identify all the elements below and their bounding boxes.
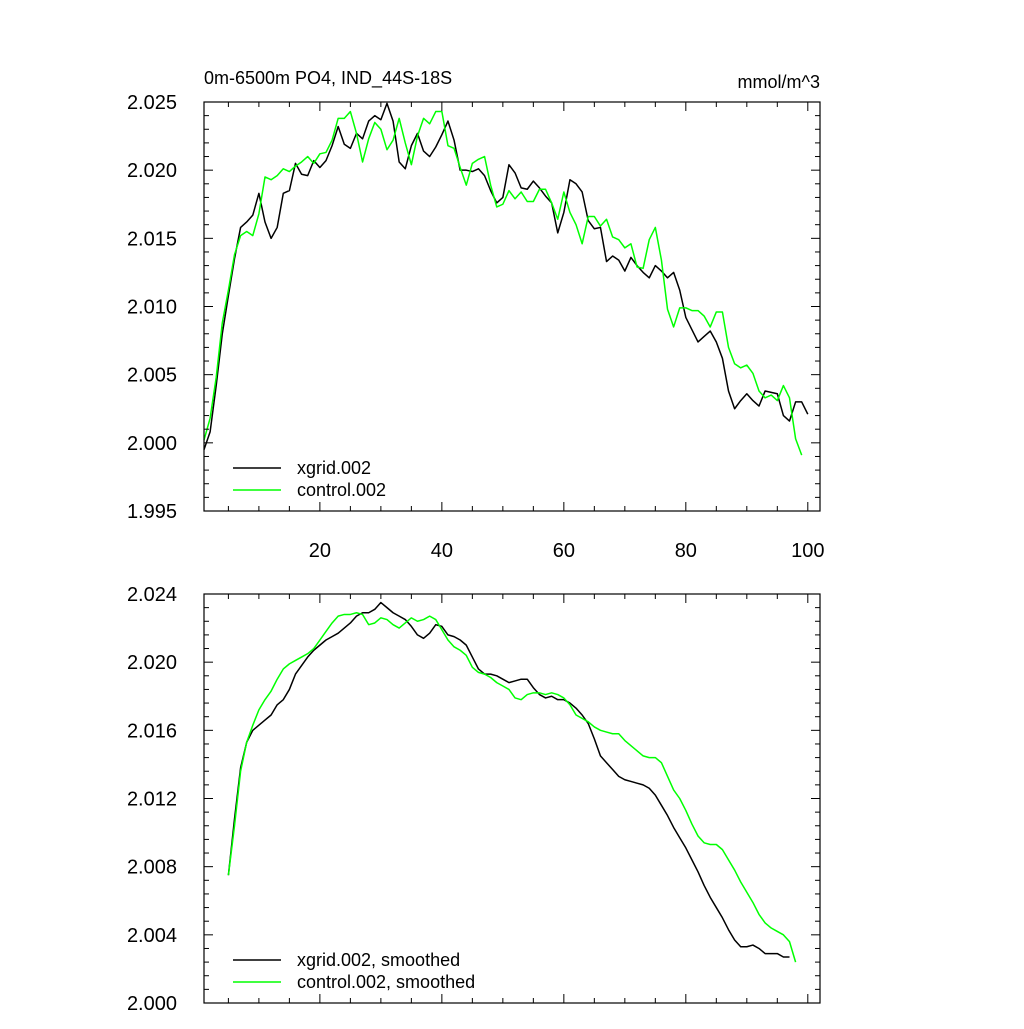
legend-label-control: control.002 (297, 480, 386, 500)
top-panel-legend: xgrid.002 control.002 (233, 458, 386, 500)
top-y-tick-label: 2.025 (127, 92, 177, 114)
bottom-y-tick-label: 2.008 (127, 857, 177, 879)
bottom-series-line-xgrid (227, 601, 790, 958)
bottom-y-tick-label: 2.024 (127, 584, 177, 606)
top-y-tick-label: 2.015 (127, 228, 177, 250)
top-series-line-xgrid (203, 102, 809, 450)
legend-label-xgrid: xgrid.002 (297, 458, 371, 478)
top-panel-x-tick-labels: 20 40 60 80 100 (309, 540, 825, 562)
top-panel-frame (203, 101, 821, 512)
bottom-panel-y-tick-labels: 2.000 2.004 2.008 2.012 2.016 2.020 2.024 (127, 584, 177, 1015)
top-series-line-control (203, 110, 803, 456)
top-panel-series (203, 102, 809, 456)
top-panel-ticks (204, 101, 820, 512)
bottom-series-line-control (227, 612, 797, 963)
bottom-panel-frame (203, 593, 821, 1004)
top-x-tick-label: 60 (553, 540, 575, 562)
legend-label-xgrid-smoothed: xgrid.002, smoothed (297, 950, 460, 970)
top-y-tick-label: 1.995 (127, 501, 177, 523)
top-panel: 1.995 2.000 2.005 2.010 2.015 2.020 2.025 20 40… (127, 68, 825, 562)
bottom-y-tick-label: 2.000 (127, 993, 177, 1015)
legend-label-control-smoothed: control.002, smoothed (297, 972, 475, 992)
bottom-panel-ticks (204, 593, 820, 1004)
top-y-tick-label: 2.010 (127, 297, 177, 319)
bottom-panel: 2.000 2.004 2.008 2.012 2.016 2.020 2.024 xgri… (127, 584, 821, 1015)
chart-title: 0m-6500m PO4, IND_44S-18S (204, 68, 452, 89)
units-label: mmol/m^3 (738, 72, 820, 92)
top-y-tick-label: 2.005 (127, 365, 177, 387)
bottom-y-tick-label: 2.020 (127, 652, 177, 674)
top-x-tick-label: 20 (309, 540, 331, 562)
bottom-y-tick-label: 2.012 (127, 789, 177, 811)
top-panel-y-tick-labels: 1.995 2.000 2.005 2.010 2.015 2.020 2.025 (127, 92, 177, 523)
top-y-tick-label: 2.000 (127, 433, 177, 455)
top-x-tick-label: 100 (791, 540, 824, 562)
bottom-y-tick-label: 2.016 (127, 720, 177, 742)
bottom-panel-series (227, 601, 797, 963)
top-x-tick-label: 40 (431, 540, 453, 562)
bottom-y-tick-label: 2.004 (127, 925, 177, 947)
top-x-tick-label: 80 (675, 540, 697, 562)
top-y-tick-label: 2.020 (127, 160, 177, 182)
bottom-panel-legend: xgrid.002, smoothed control.002, smoothe… (233, 950, 475, 992)
